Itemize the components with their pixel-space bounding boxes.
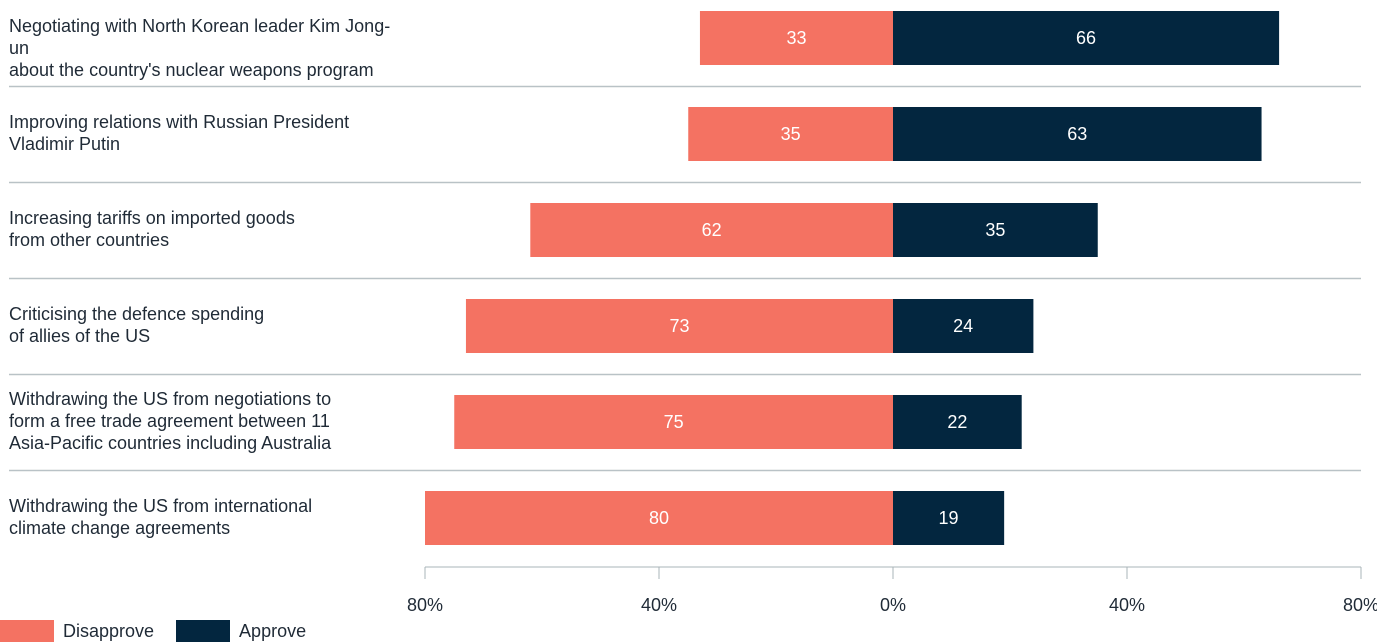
x-tick-label: 80% xyxy=(1343,595,1377,615)
data-label-approve: 19 xyxy=(939,508,959,528)
legend-item-approve: Approve xyxy=(176,620,306,642)
data-label-disapprove: 33 xyxy=(786,28,806,48)
x-tick-label: 40% xyxy=(1109,595,1145,615)
data-label-approve: 66 xyxy=(1076,28,1096,48)
data-label-disapprove: 75 xyxy=(664,412,684,432)
category-label-line: Improving relations with Russian Preside… xyxy=(9,112,350,132)
legend-swatch-disapprove xyxy=(0,620,54,642)
category-label-line: Withdrawing the US from negotiations to xyxy=(9,389,332,409)
bar-approve xyxy=(893,11,1280,65)
bar-disapprove xyxy=(425,491,893,545)
legend-label-approve: Approve xyxy=(239,620,307,641)
data-label-disapprove: 80 xyxy=(649,508,669,528)
data-label-approve: 22 xyxy=(947,412,967,432)
legend-item-disapprove: Disapprove xyxy=(0,620,154,642)
bar-approve xyxy=(893,299,1034,353)
category-label: Increasing tariffs on imported goods from… xyxy=(9,207,409,251)
category-label: Criticising the defence spending of allie… xyxy=(9,303,409,347)
category-label-line: about the country's nuclear weapons prog… xyxy=(9,60,374,80)
category-label-line: Criticising the defence spending xyxy=(9,304,265,324)
data-label-approve: 24 xyxy=(953,316,973,336)
legend-label-disapprove: Disapprove xyxy=(63,620,155,641)
category-label-line: of allies of the US xyxy=(9,326,151,346)
data-label-approve: 35 xyxy=(985,220,1005,240)
bar-disapprove xyxy=(465,299,893,353)
bar-disapprove xyxy=(699,11,893,65)
bar-approve xyxy=(893,395,1022,449)
bar-approve xyxy=(893,107,1262,161)
data-label-approve: 63 xyxy=(1067,124,1087,144)
category-label-line: Asia-Pacific countries including Austral… xyxy=(9,433,332,453)
data-label-disapprove: 35 xyxy=(781,124,801,144)
category-label-line: climate change agreements xyxy=(9,518,231,538)
category-label: Improving relations with Russian Preside… xyxy=(9,111,409,155)
category-label-line: Negotiating with North Korean leader Kim… xyxy=(9,16,391,58)
category-label: Withdrawing the US from international cli… xyxy=(9,495,409,539)
category-label-line: Vladimir Putin xyxy=(9,134,121,154)
x-tick-label: 80% xyxy=(407,595,443,615)
bar-disapprove xyxy=(530,203,893,257)
data-label-disapprove: 62 xyxy=(702,220,722,240)
category-label-line: Withdrawing the US from international xyxy=(9,496,313,516)
category-label: Withdrawing the US from negotiations to f… xyxy=(9,388,409,454)
x-tick-label: 0% xyxy=(880,595,906,615)
bar-approve xyxy=(893,491,1005,545)
legend: Disapprove Approve xyxy=(0,620,328,642)
category-label-line: form a free trade agreement between 11 xyxy=(9,411,330,431)
data-label-disapprove: 73 xyxy=(669,316,689,336)
bar-approve xyxy=(893,203,1098,257)
x-tick-label: 40% xyxy=(641,595,677,615)
category-label: Negotiating with North Korean leader Kim… xyxy=(9,15,409,81)
category-label-line: Increasing tariffs on imported goods xyxy=(9,208,295,228)
category-label-line: from other countries xyxy=(9,230,170,250)
legend-swatch-approve xyxy=(176,620,231,642)
bar-disapprove xyxy=(454,395,893,449)
bar-disapprove xyxy=(688,107,893,161)
